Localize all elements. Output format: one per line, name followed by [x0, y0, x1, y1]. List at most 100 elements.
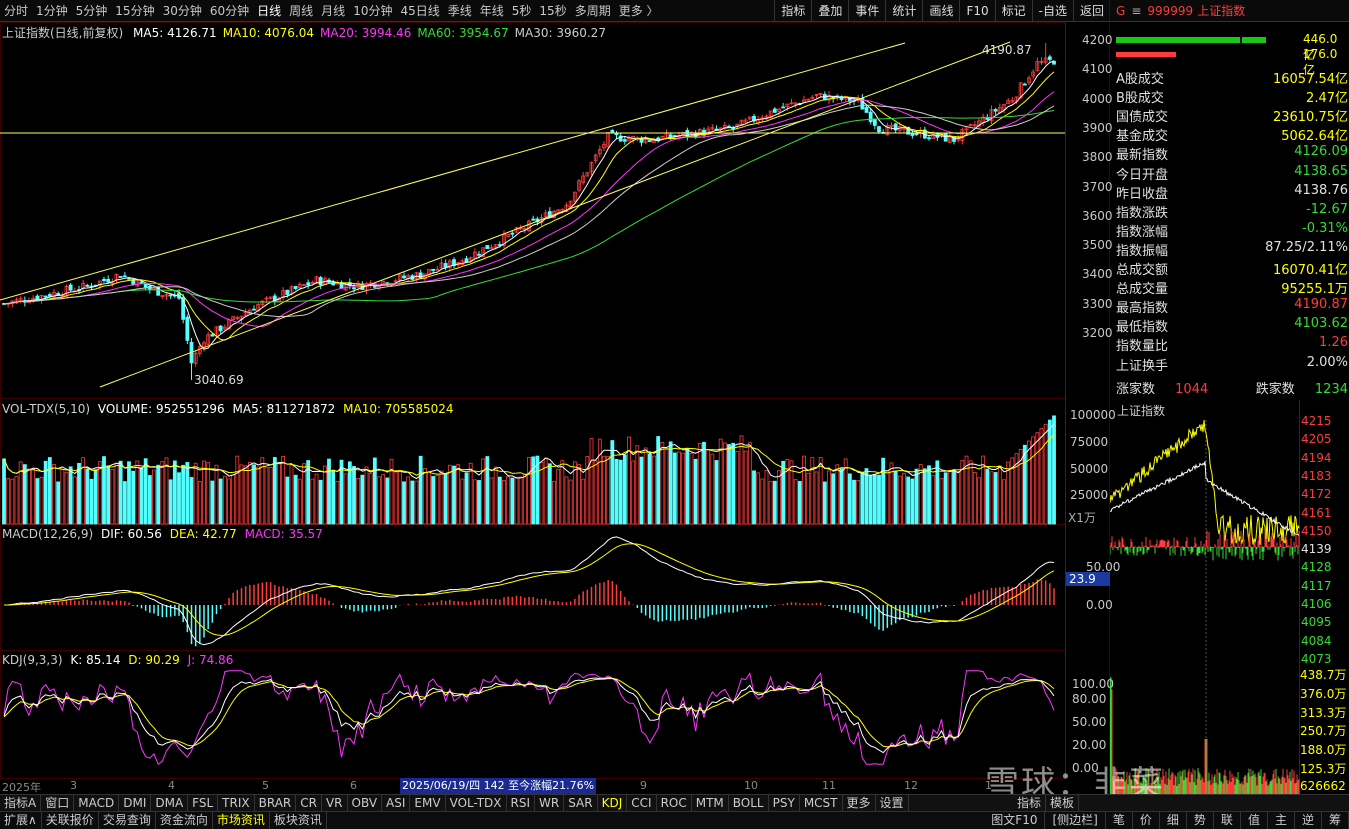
candle-body — [960, 129, 965, 141]
chart-canvas[interactable] — [0, 0, 1110, 794]
footer-tab[interactable]: 市场资讯 — [213, 812, 270, 829]
volume-bar — [102, 456, 106, 525]
indicator-tab[interactable]: DMI — [119, 795, 152, 811]
footer-tab[interactable]: 交易查询 — [99, 812, 156, 829]
indicator-tab[interactable]: EMV — [410, 795, 446, 811]
period-tab[interactable]: 1分钟 — [36, 3, 68, 18]
footer-tab[interactable]: 扩展∧ — [0, 812, 42, 829]
period-tab[interactable]: 15分钟 — [115, 3, 155, 18]
volume-bar — [639, 456, 644, 525]
toolbar-button[interactable]: 画线 — [922, 0, 959, 22]
indicator-tab[interactable]: BRAR — [255, 795, 297, 811]
indicator-tab[interactable]: 窗口 — [41, 795, 75, 811]
toolbar-button[interactable]: 事件 — [848, 0, 885, 22]
volume-bar — [481, 458, 486, 525]
footer-tool-button[interactable]: 联 — [1214, 812, 1241, 829]
indicator-tab[interactable]: SAR — [564, 795, 598, 811]
footer-tool-button[interactable]: 细 — [1160, 812, 1187, 829]
toolbar-button[interactable]: F10 — [959, 0, 994, 22]
volume-bar — [356, 478, 361, 525]
indicator-tab[interactable]: CR — [296, 795, 322, 811]
toolbar-button[interactable]: 叠加 — [811, 0, 848, 22]
footer-tool-button[interactable]: 笔 — [1106, 812, 1133, 829]
volume-bar — [331, 470, 336, 525]
period-tab[interactable]: 多周期 — [574, 3, 611, 18]
intraday-vol-tick: 376.0万 — [1300, 686, 1347, 701]
footer-tool-button[interactable]: 值 — [1241, 812, 1268, 829]
footer-tab[interactable]: 板块资讯 — [270, 812, 327, 829]
quote-row: 指数量比 1.26 — [1116, 335, 1348, 354]
intraday-vol-tick: 250.7万 — [1300, 724, 1347, 739]
volume-bar — [593, 460, 598, 525]
indicator-tab[interactable]: FSL — [188, 795, 219, 811]
footer-tool-button[interactable]: 图文F10 — [984, 812, 1046, 829]
period-tab[interactable]: 分时 — [4, 3, 29, 18]
indicator-tab[interactable]: MACD — [74, 795, 120, 811]
indicator-tab[interactable]: DMA — [151, 795, 189, 811]
period-tab[interactable]: 5秒 — [511, 3, 532, 18]
intraday-chart[interactable] — [1110, 400, 1349, 794]
period-tab[interactable]: 季线 — [447, 3, 472, 18]
candle-body — [818, 92, 823, 95]
indicator-tool-button[interactable]: 模板 — [1046, 795, 1079, 811]
period-tab[interactable]: 60分钟 — [209, 3, 250, 18]
period-tab[interactable]: 45日线 — [400, 3, 440, 18]
period-tab[interactable]: 5分钟 — [75, 3, 108, 18]
footer-tool-button[interactable]: 主 — [1268, 812, 1295, 829]
y-tick-label: 3600 — [1082, 208, 1113, 223]
indicator-tab[interactable]: KDJ — [598, 795, 628, 811]
group-icon[interactable]: G — [1116, 3, 1126, 18]
indicator-tab[interactable]: 设置 — [876, 795, 909, 811]
footer-tool-button[interactable]: 筹 — [1322, 812, 1349, 829]
indicator-tab[interactable]: WR — [535, 795, 565, 811]
indicator-tool-button[interactable]: 指标 — [1013, 795, 1046, 811]
indicator-tab[interactable]: ASI — [382, 795, 411, 811]
indicator-tab[interactable]: PSY — [769, 795, 800, 811]
candle-body — [268, 296, 273, 299]
period-tab[interactable]: 月线 — [321, 3, 346, 18]
footer-tool-button[interactable]: 逆 — [1295, 812, 1322, 829]
volume-bar — [693, 458, 698, 525]
period-tab[interactable]: 日线 — [257, 3, 282, 18]
toolbar-button[interactable]: 返回 — [1072, 0, 1110, 22]
toolbar-button[interactable]: -自选 — [1031, 0, 1073, 22]
indicator-tab[interactable]: 指标A — [0, 795, 42, 811]
menu-icon[interactable]: ≡ — [1131, 3, 1142, 18]
indicator-tab[interactable]: ROC — [657, 795, 692, 811]
period-tab[interactable]: 15秒 — [539, 3, 567, 18]
indicator-tab[interactable]: TRIX — [218, 795, 255, 811]
period-tab[interactable]: 年线 — [479, 3, 504, 18]
toolbar-button[interactable]: 统计 — [885, 0, 922, 22]
period-tab[interactable]: 更多 〉 — [618, 3, 659, 18]
y-tick-label: 3900 — [1082, 120, 1113, 135]
period-tab[interactable]: 周线 — [289, 3, 314, 18]
indicator-tab[interactable]: RSI — [507, 795, 536, 811]
footer-tool-button[interactable]: 价 — [1133, 812, 1160, 829]
volume-bar — [18, 461, 23, 525]
footer-tab[interactable]: 资金流向 — [156, 812, 213, 829]
candle-body — [1047, 56, 1052, 60]
indicator-tab[interactable]: CCI — [627, 795, 657, 811]
indicator-tab[interactable]: BOLL — [729, 795, 769, 811]
indicator-tab[interactable]: OBV — [348, 795, 383, 811]
footer-tool-button[interactable]: [侧边栏] — [1045, 812, 1106, 829]
candle-body — [581, 175, 586, 183]
footer-tool-button[interactable]: 势 — [1187, 812, 1214, 829]
period-tab[interactable]: 30分钟 — [162, 3, 202, 18]
period-tab[interactable]: 10分钟 — [353, 3, 393, 18]
footer-tab[interactable]: 关联报价 — [42, 812, 99, 829]
candle-body — [622, 139, 627, 142]
volume-bar — [547, 463, 552, 525]
indicator-tab[interactable]: 更多 — [843, 795, 876, 811]
indicator-tab[interactable]: VOL-TDX — [446, 795, 507, 811]
candle-body — [781, 106, 786, 109]
indicator-tab[interactable]: VR — [322, 795, 348, 811]
indicator-tab[interactable]: MTM — [692, 795, 729, 811]
candle-body — [747, 116, 752, 120]
candle-body — [1027, 77, 1031, 84]
volume-bar — [768, 481, 773, 525]
toolbar-button[interactable]: 标记 — [994, 0, 1032, 22]
toolbar-button[interactable]: 指标 — [774, 0, 811, 22]
indicator-tab[interactable]: MCST — [800, 795, 843, 811]
candle-body — [52, 291, 56, 298]
